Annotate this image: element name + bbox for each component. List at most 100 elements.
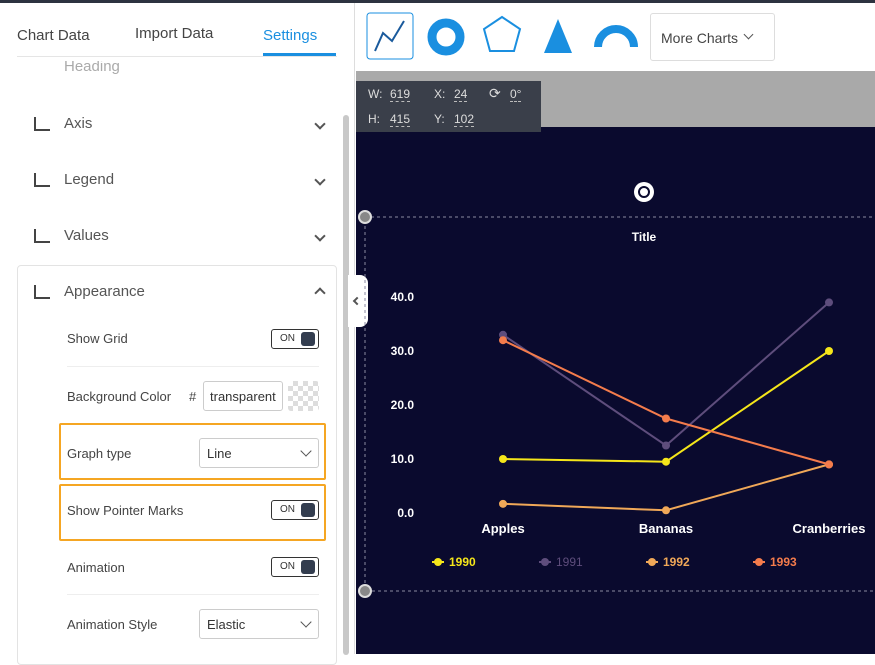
dimension-box: W: 619 X: 24 ⟳ 0° H: 415 Y: 102 (356, 81, 541, 132)
dim-value[interactable]: 102 (454, 112, 475, 127)
chevron (314, 229, 326, 242)
legend-marker (541, 558, 549, 566)
resize-handle[interactable] (358, 584, 372, 598)
tab-active[interactable]: Settings (263, 27, 318, 44)
y-tick-label: 10.0 (391, 452, 415, 466)
toolbar: More Charts (356, 3, 875, 71)
color-input[interactable]: transparent (203, 381, 283, 411)
chart-icons (366, 12, 638, 60)
tab-underline (263, 53, 336, 56)
section-label: Axis (64, 115, 93, 132)
resize-handle[interactable] (358, 210, 372, 224)
collapse-handle[interactable] (348, 275, 368, 327)
icon-line (374, 20, 405, 52)
legend-marker (434, 558, 442, 566)
y-tick-label: 40.0 (391, 290, 415, 304)
dim-label: H: (368, 112, 380, 126)
chart-background (356, 127, 875, 654)
section[interactable]: Values (34, 227, 326, 244)
y-tick-label: 0.0 (397, 506, 414, 520)
pointer-mark (662, 441, 670, 450)
section-label: Appearance (64, 283, 145, 300)
icon-line-active[interactable] (366, 12, 414, 60)
x-tick-label: Apples (481, 521, 524, 536)
series-line (502, 463, 830, 512)
tab[interactable]: Chart Data (17, 27, 90, 44)
top-bar (0, 0, 875, 3)
dim-value[interactable]: 24 (454, 87, 468, 102)
section[interactable]: Legend (34, 171, 326, 188)
chart-title: Title (632, 230, 657, 244)
color-swatch[interactable] (288, 381, 319, 411)
more-charts-label: More Charts (661, 30, 739, 46)
tab[interactable]: Import Data (135, 25, 214, 42)
dim-value[interactable]: 0° (510, 87, 522, 102)
toggle[interactable]: ON (271, 500, 319, 520)
dim-value[interactable]: 415 (390, 112, 411, 127)
pointer-mark (499, 499, 507, 508)
pointer-mark (662, 506, 670, 515)
pointer-mark (825, 460, 833, 469)
rotate-icon: ⟳ (489, 85, 501, 101)
settings-panel: Chart Data Import Data Settings Heading … (0, 3, 355, 665)
chevron (314, 173, 326, 186)
highlight (59, 423, 326, 480)
x-tick-label: Cranberries (793, 521, 866, 536)
icon (34, 172, 50, 187)
setting-label: Graph type (67, 446, 132, 461)
scrollbar[interactable] (343, 115, 349, 655)
legend-label: 1991 (556, 555, 583, 569)
icon-radar[interactable] (482, 15, 522, 52)
select[interactable]: Line (199, 438, 319, 468)
legend-label: 1993 (770, 555, 797, 569)
icon (34, 284, 50, 299)
setting-label: Show Grid (67, 331, 128, 346)
highlight (59, 484, 326, 541)
divider (67, 366, 319, 367)
legend-label: 1992 (663, 555, 690, 569)
dim-label: Y: (434, 112, 445, 126)
y-tick-label: 20.0 (391, 398, 415, 412)
selection-box (364, 216, 875, 592)
legend-label: 1990 (449, 555, 476, 569)
dim-label: X: (434, 87, 446, 101)
icon (34, 116, 50, 131)
section-label: Heading (64, 61, 120, 75)
icon-donut[interactable] (427, 18, 465, 56)
section[interactable]: Heading (34, 61, 324, 77)
section[interactable]: Appearance (34, 283, 326, 300)
legend-marker (755, 558, 763, 566)
toggle[interactable]: ON (271, 557, 319, 577)
pointer-mark (825, 347, 833, 355)
section-label: Legend (64, 171, 115, 188)
rotate-handle[interactable] (634, 182, 654, 202)
chevron (314, 117, 326, 130)
setting-label: Show Pointer Marks (67, 503, 184, 518)
section[interactable]: Axis (34, 115, 326, 132)
setting-label: Animation Style (67, 617, 158, 632)
icon-gauge[interactable] (594, 25, 638, 48)
chart: Title 0.0 10.0 20.0 30.0 40.0 Apples Bananas Cr… (358, 182, 875, 598)
pointer-mark (499, 455, 507, 463)
toggle[interactable]: ON (271, 329, 319, 349)
divider (17, 56, 337, 57)
series-line (502, 301, 830, 447)
legend-marker (648, 558, 656, 566)
dim-label: W: (368, 87, 383, 101)
select[interactable]: Elastic (199, 609, 319, 639)
setting-label: Background Color (67, 389, 172, 404)
icon (34, 228, 50, 243)
section-label: Values (64, 227, 109, 244)
divider (67, 594, 319, 595)
dim-value[interactable]: 619 (390, 87, 411, 102)
y-tick-label: 30.0 (391, 344, 415, 358)
more-charts[interactable]: More Charts (650, 13, 775, 61)
icon-pyramid[interactable] (544, 19, 572, 53)
rotate-handle-icon (638, 186, 650, 198)
pointer-mark (825, 298, 833, 307)
x-tick-label: Bananas (639, 521, 693, 536)
pointer-mark (662, 414, 670, 423)
chevron (314, 287, 326, 299)
hash: # (189, 389, 197, 404)
